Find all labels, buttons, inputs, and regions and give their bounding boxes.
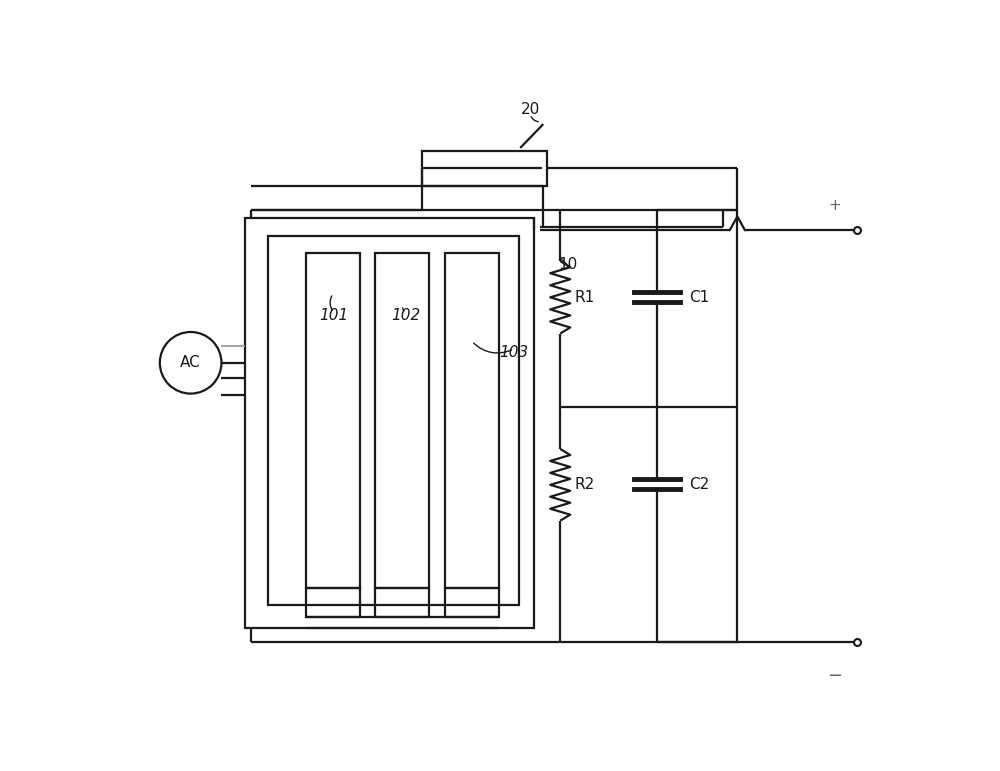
Bar — [375, 588, 429, 617]
Bar — [445, 254, 499, 588]
Text: C2: C2 — [690, 477, 710, 492]
Text: R2: R2 — [574, 477, 594, 493]
Text: −: − — [827, 667, 842, 685]
Text: 103: 103 — [499, 345, 529, 359]
Text: 102: 102 — [392, 308, 421, 324]
Bar — [306, 254, 360, 588]
Text: +: + — [828, 198, 841, 214]
Text: 101: 101 — [319, 308, 348, 324]
Bar — [445, 588, 499, 617]
Text: AC: AC — [180, 355, 201, 370]
Bar — [306, 588, 360, 617]
Bar — [245, 218, 534, 628]
Text: C1: C1 — [690, 290, 710, 305]
Text: 20: 20 — [521, 102, 540, 117]
Bar — [422, 151, 547, 186]
Bar — [268, 236, 519, 605]
Text: R1: R1 — [574, 290, 594, 305]
Text: 10: 10 — [558, 257, 578, 272]
Bar — [375, 254, 429, 588]
